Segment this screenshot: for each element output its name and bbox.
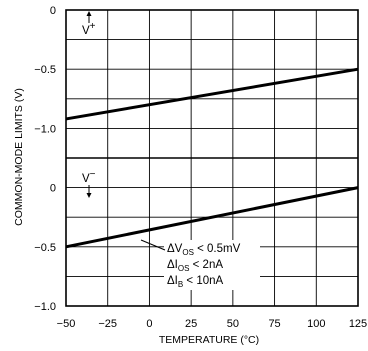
- panel-labels: V+ V−: [82, 11, 96, 198]
- series-line-v-minus: [65, 186, 359, 249]
- x-tick-label: 100: [307, 318, 325, 330]
- y-tick-label: −1.0: [34, 301, 56, 313]
- x-tick-label: 50: [227, 318, 239, 330]
- y-tick-label: −0.5: [34, 242, 56, 254]
- x-axis-title: TEMPERATURE (°C): [159, 334, 259, 346]
- annotation-line: ΔIB < 10nA: [167, 275, 224, 289]
- tick-labels: −50 −25 0 25 50 75 100 125 0 −0.5 −1.0 0 −0.5 −1.0: [34, 5, 367, 330]
- panel-label-v-minus: V−: [82, 169, 96, 185]
- x-tick-label: 75: [268, 318, 280, 330]
- panel-label-v-plus: V+: [82, 21, 96, 37]
- arrow-down-icon: [86, 193, 92, 198]
- y-tick-label: 0: [50, 5, 56, 17]
- annotation-background: [164, 240, 260, 290]
- y-tick-label: −0.5: [34, 64, 56, 76]
- annotation-group: ΔVOS < 0.5mV ΔIOS < 2nA ΔIB < 10nA: [140, 239, 260, 290]
- y-tick-label: −1.0: [34, 123, 56, 135]
- x-tick-label: −25: [98, 318, 117, 330]
- y-tick-label: 0: [50, 183, 56, 195]
- annotation-leader-line: [140, 239, 166, 251]
- y-axis-title: COMMON-MODE LIMITS (V): [13, 88, 25, 226]
- arrow-up-icon: [86, 11, 92, 16]
- series-lines: [65, 67, 359, 249]
- plot-frame: [65, 9, 359, 307]
- series-line-v-plus: [65, 67, 359, 121]
- annotation-line: ΔVOS < 0.5mV: [167, 243, 241, 257]
- x-tick-label: −50: [57, 318, 76, 330]
- annotation-line: ΔIOS < 2nA: [167, 259, 223, 273]
- x-tick-label: 25: [185, 318, 197, 330]
- x-tick-label: 125: [349, 318, 367, 330]
- x-tick-label: 0: [146, 318, 152, 330]
